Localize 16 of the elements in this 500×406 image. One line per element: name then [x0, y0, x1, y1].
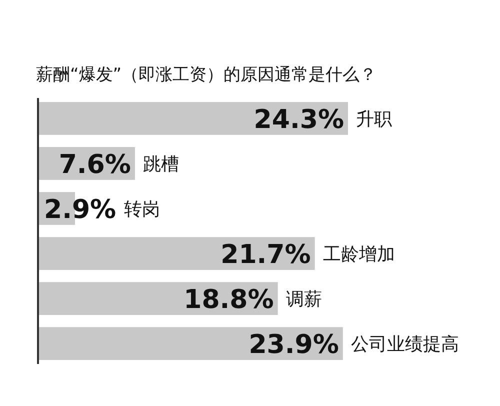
data-label: 21.7%	[220, 240, 311, 270]
y-tick-label: 公司业绩提高	[350, 334, 459, 356]
bar	[38, 102, 348, 135]
y-tick-label: 跳槽	[142, 154, 179, 175]
y-tick-label: 调薪	[286, 289, 322, 310]
data-label: 24.3%	[254, 104, 344, 135]
data-label: 2.9%	[44, 194, 116, 225]
y-tick-label: 升职	[356, 108, 392, 130]
y-tick-label: 工龄增加	[322, 244, 395, 265]
data-label: 7.6%	[58, 150, 131, 180]
y-tick-label: 转岗	[124, 198, 160, 220]
bar	[38, 327, 343, 360]
data-label: 18.8%	[184, 284, 274, 315]
data-label: 23.9%	[248, 330, 339, 360]
chart-title: 薪酬“爆发”（即涨工资）的原因通常是什么？	[36, 65, 377, 85]
bar	[38, 237, 315, 270]
